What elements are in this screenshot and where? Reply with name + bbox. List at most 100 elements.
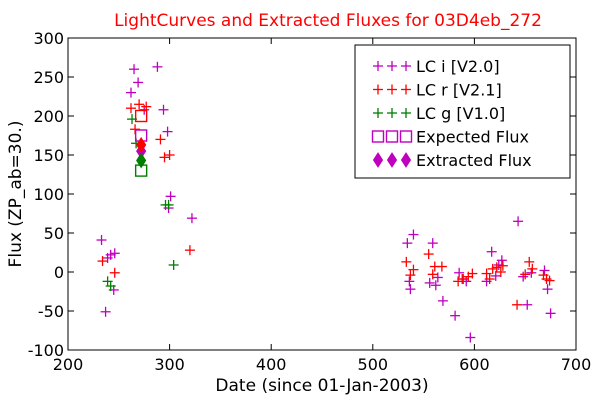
chart-title: LightCurves and Extracted Fluxes for 03D… xyxy=(114,11,542,31)
legend-item: LC r [V2.1] xyxy=(373,81,502,100)
legend-item: LC i [V2.0] xyxy=(373,57,500,76)
data-point xyxy=(163,199,174,210)
plot-area xyxy=(96,61,556,343)
data-point xyxy=(164,150,175,160)
data-point xyxy=(405,270,416,281)
data-point xyxy=(105,249,116,260)
data-point xyxy=(522,299,533,310)
data-point xyxy=(542,284,553,295)
data-point xyxy=(436,261,447,272)
x-tick-label: 400 xyxy=(256,355,287,374)
legend-label: LC r [V2.1] xyxy=(416,81,502,100)
data-point xyxy=(423,249,434,260)
legend-plus-icon xyxy=(373,61,383,71)
legend-diamond-icon xyxy=(372,152,384,168)
y-tick-label: 100 xyxy=(33,185,64,204)
data-point xyxy=(487,263,498,274)
data-point xyxy=(100,306,111,317)
data-point xyxy=(158,104,169,115)
series-0 xyxy=(96,61,556,343)
y-tick-label: -100 xyxy=(28,341,64,360)
data-point xyxy=(465,332,476,343)
legend-plus-icon xyxy=(401,84,411,95)
x-tick-label: 300 xyxy=(154,355,185,374)
data-point xyxy=(527,263,538,274)
data-point xyxy=(408,264,419,275)
data-point xyxy=(491,262,502,273)
extracted-flux-markers xyxy=(136,136,147,169)
data-point xyxy=(402,238,413,249)
legend-label: LC i [V2.0] xyxy=(416,57,500,76)
x-tick-label: 200 xyxy=(53,355,84,374)
data-point xyxy=(427,269,438,280)
y-tick-label: 200 xyxy=(33,107,64,126)
data-point xyxy=(524,256,535,267)
data-point xyxy=(152,61,163,72)
x-tick-label: 700 xyxy=(561,355,592,374)
data-point xyxy=(408,229,419,240)
series-1 xyxy=(97,99,555,310)
x-tick-label: 600 xyxy=(459,355,490,374)
data-point xyxy=(545,308,556,319)
legend-diamond-icon xyxy=(400,152,412,168)
legend-square-icon xyxy=(399,130,413,143)
data-point xyxy=(401,256,412,267)
data-point xyxy=(484,274,495,285)
data-point xyxy=(454,267,465,278)
data-point xyxy=(162,126,173,137)
legend-item: Expected Flux xyxy=(371,128,529,147)
data-point xyxy=(520,269,531,280)
data-point xyxy=(125,103,136,114)
data-point xyxy=(453,276,464,287)
legend-plus-icon xyxy=(387,108,397,118)
data-point xyxy=(497,260,508,271)
legend: LC i [V2.0] LC r [V2.1] LC g [V1.0] Expecte… xyxy=(354,44,571,179)
legend-item: LC g [V1.0] xyxy=(373,104,505,123)
legend-square-icon xyxy=(385,130,399,143)
legend-label: Extracted Flux xyxy=(416,151,532,170)
data-point xyxy=(432,272,443,283)
data-point xyxy=(109,248,120,259)
data-point xyxy=(159,152,170,163)
y-tick-label: 0 xyxy=(54,263,64,282)
data-point xyxy=(105,281,116,292)
data-point xyxy=(495,267,506,277)
expected-flux-marker xyxy=(134,109,148,123)
legend-plus-icon xyxy=(387,61,397,71)
legend-square-icon xyxy=(371,130,385,143)
legend-plus-icon xyxy=(401,108,411,118)
data-point xyxy=(424,277,435,288)
data-point xyxy=(496,255,507,266)
data-point xyxy=(467,268,478,279)
x-axis-ticks: 200 300 400 500 600 700 xyxy=(53,38,592,374)
data-point xyxy=(486,246,497,257)
data-point xyxy=(544,275,555,286)
legend-diamond-icon xyxy=(386,152,398,168)
data-point xyxy=(184,245,195,256)
data-point xyxy=(404,276,415,287)
data-point xyxy=(133,77,144,88)
legend-plus-icon xyxy=(373,84,383,95)
legend-label: LC g [V1.0] xyxy=(416,104,505,123)
extracted-flux-marker xyxy=(136,136,147,153)
y-axis-ticks: -100 -50 0 50 100 150 200 250 300 xyxy=(28,29,576,360)
extracted-flux-marker xyxy=(136,152,147,169)
x-axis-title: Date (since 01-Jan-2003) xyxy=(215,376,428,396)
legend-item: Extracted Flux xyxy=(372,151,532,170)
data-point xyxy=(109,267,120,278)
data-point xyxy=(155,134,166,145)
y-tick-label: -50 xyxy=(38,302,64,321)
data-point xyxy=(125,87,136,98)
data-point xyxy=(481,268,492,279)
x-tick-label: 500 xyxy=(358,355,389,374)
data-point xyxy=(450,310,461,321)
data-point xyxy=(405,284,416,295)
data-point xyxy=(427,238,438,249)
legend-plus-icon xyxy=(401,61,411,71)
y-tick-label: 250 xyxy=(33,68,64,87)
data-point xyxy=(513,216,524,227)
y-axis-title: Flux (ZP_ab=30.) xyxy=(6,121,26,268)
y-tick-label: 50 xyxy=(44,224,64,243)
data-point xyxy=(186,213,197,224)
legend-label: Expected Flux xyxy=(416,128,529,147)
